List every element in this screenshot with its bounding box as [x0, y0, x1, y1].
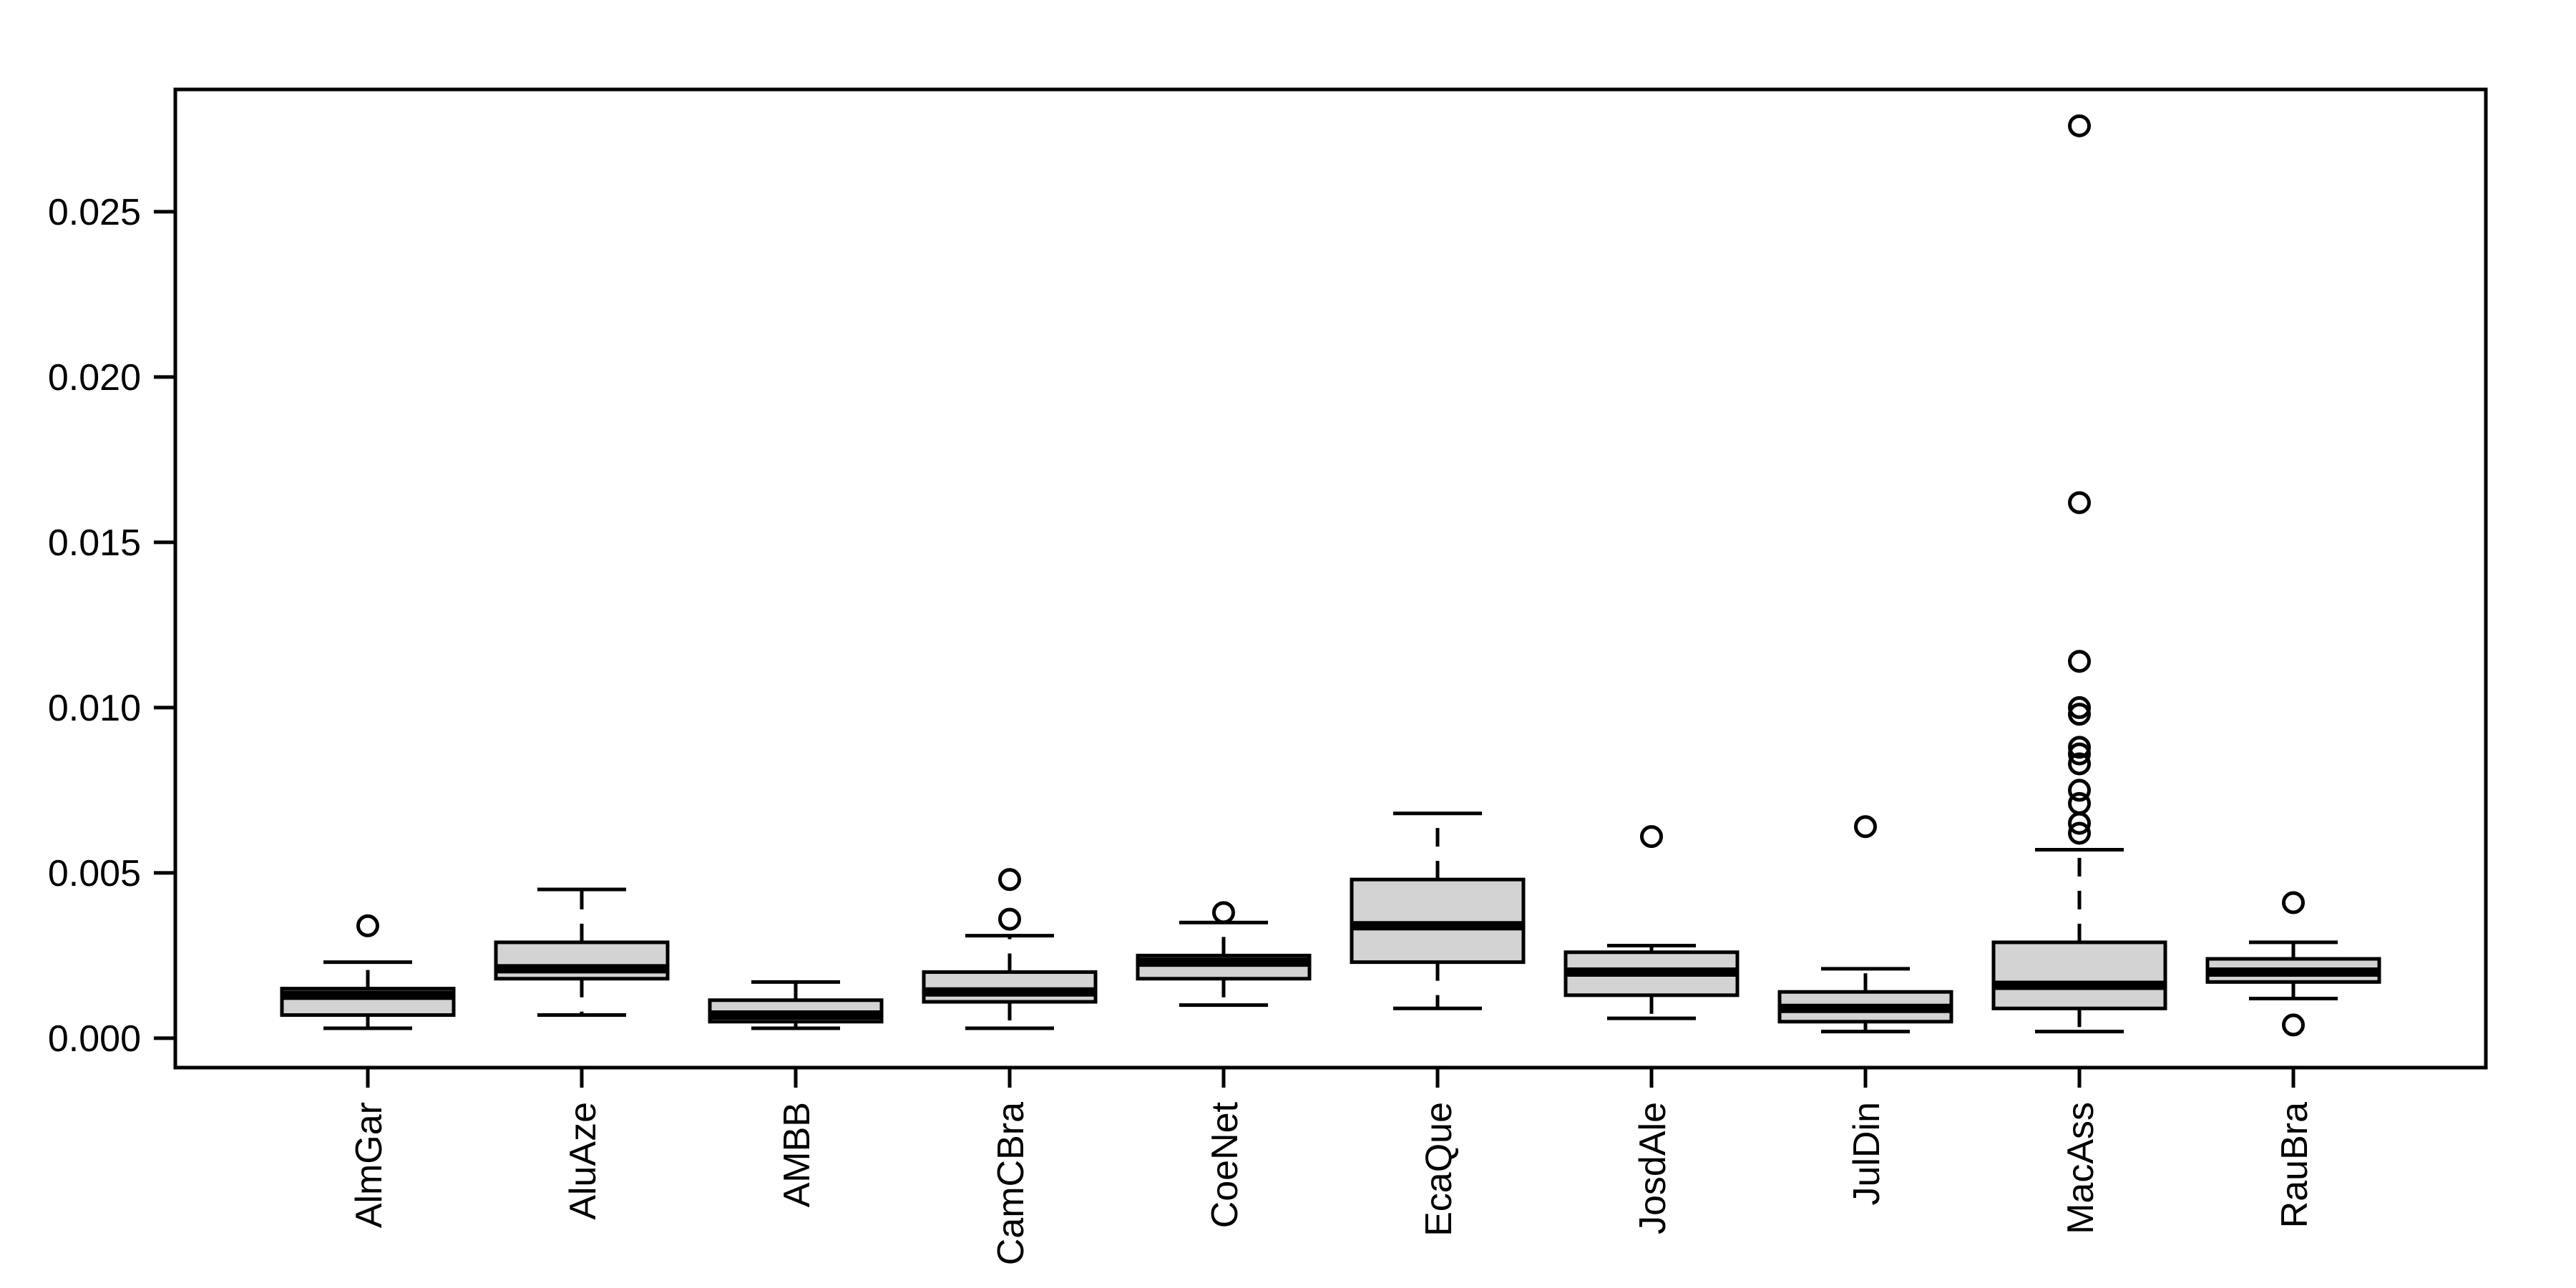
outlier-point [2068, 696, 2091, 719]
outlier-point [2068, 821, 2091, 845]
x-axis-category-label: MacAss [2060, 1102, 2102, 1234]
y-axis-tick-label: 0.025 [48, 192, 141, 233]
x-axis-category-label: JulDin [1846, 1102, 1888, 1206]
outlier-point [2068, 736, 2091, 759]
outlier-point [2068, 650, 2091, 673]
outlier-point [356, 914, 379, 937]
x-axis-category-label: CoeNet [1204, 1101, 1246, 1228]
outlier-point [2068, 491, 2091, 514]
x-axis-category-label: EcaQue [1418, 1102, 1460, 1236]
outlier-point [998, 907, 1021, 931]
y-axis-tick-label: 0.015 [48, 522, 141, 564]
outlier-point [2068, 742, 2091, 766]
iqr-box [1350, 877, 1526, 965]
outlier-point [2068, 752, 2091, 776]
outlier-point [2068, 703, 2091, 726]
outlier-point [2068, 791, 2091, 815]
iqr-box [922, 970, 1098, 1004]
outlier-point [1854, 815, 1877, 839]
x-axis-category-label: CamCBra [990, 1102, 1032, 1265]
outlier-point [1640, 825, 1663, 849]
x-axis-category-label: AlmGar [348, 1102, 390, 1228]
x-axis-category-label: AMBB [776, 1102, 818, 1207]
x-axis-category-label: AluAze [562, 1102, 604, 1220]
plot-frame [173, 87, 2488, 1070]
x-axis-category-label: JosdAle [1632, 1102, 1674, 1234]
x-axis-category-label: RauBra [2274, 1102, 2316, 1228]
outlier-point [998, 868, 1021, 892]
iqr-box [1991, 940, 2167, 1010]
outlier-point [2068, 779, 2091, 802]
y-axis-tick-label: 0.005 [48, 853, 141, 894]
y-axis-tick-label: 0.010 [48, 688, 141, 729]
outlier-point [2282, 891, 2305, 914]
y-axis-tick-label: 0.020 [48, 357, 141, 399]
outlier-point [2068, 114, 2091, 137]
outlier-point [2282, 1013, 2305, 1037]
outlier-point [1212, 901, 1235, 924]
y-axis-tick-label: 0.000 [48, 1018, 141, 1060]
